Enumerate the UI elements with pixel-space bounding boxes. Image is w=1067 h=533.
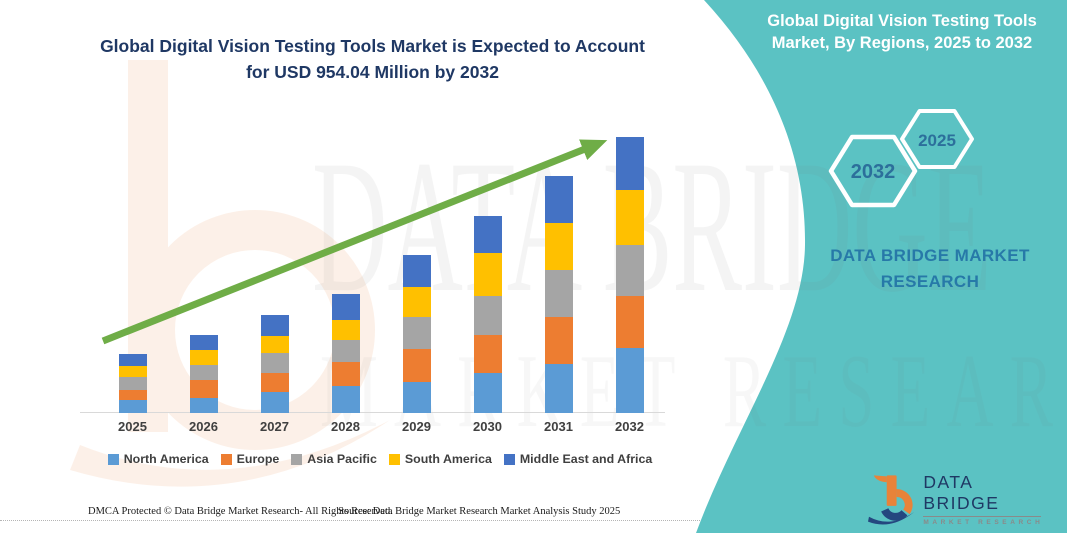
legend-item-europe: Europe — [220, 452, 280, 466]
footer-source: Source: Data Bridge Market Research Mark… — [338, 506, 621, 517]
legend-label-north-america: North America — [123, 452, 209, 466]
page-title: Global Digital Vision Testing Tools Mark… — [65, 33, 680, 86]
peach-logo-watermark — [70, 60, 390, 487]
logo-b-bowl-bottom — [881, 507, 908, 521]
side-panel-title-line2: Market, By Regions, 2025 to 2032 — [771, 34, 1033, 53]
legend-label-middle-east-and-africa: Middle East and Africa — [519, 452, 653, 466]
company-logo-tagline: MARKET RESEARCH — [923, 519, 1044, 526]
side-panel-title: Global Digital Vision Testing Tools Mark… — [752, 10, 1052, 55]
logo-swoosh — [868, 511, 915, 525]
brand-wordmark-line2: RESEARCH — [880, 272, 980, 292]
teal-panel-shape — [696, 0, 1067, 533]
legend-label-europe: Europe — [236, 452, 280, 466]
page-title-line2: for USD 954.04 Million by 2032 — [246, 62, 499, 83]
footer-divider — [0, 520, 700, 521]
legend-swatch-south-america — [388, 453, 400, 465]
company-logo-icon — [868, 475, 915, 525]
side-panel-title-line1: Global Digital Vision Testing Tools — [767, 12, 1037, 30]
footer-copyright: DMCA Protected © Data Bridge Market Rese… — [88, 506, 393, 517]
hexagon-group: 2032 2025 — [828, 109, 974, 208]
legend-swatch-north-america — [107, 453, 119, 465]
logo-b-bowl-top — [896, 489, 913, 515]
legend-label-south-america: South America — [404, 452, 492, 466]
brand-wordmark-line1: DATA BRIDGE MARKET — [830, 246, 1030, 265]
company-logo-text: DATA BRIDGE MARKET RESEARCH — [923, 472, 1053, 526]
hexagon-large-label: 2032 — [851, 161, 896, 183]
legend-label-asia-pacific: Asia Pacific — [307, 452, 377, 466]
hexagon-large — [828, 134, 918, 208]
legend-item-south-america: South America — [388, 452, 492, 466]
legend-swatch-europe — [220, 453, 232, 465]
company-logo-name: DATA BRIDGE — [923, 472, 1000, 513]
legend-item-asia-pacific: Asia Pacific — [291, 452, 377, 466]
legend: North America Europe Asia Pacific South Ame… — [75, 452, 685, 466]
legend-swatch-asia-pacific — [291, 453, 303, 465]
logo-b-stem — [886, 475, 897, 506]
legend-swatch-middle-east-and-africa — [503, 453, 515, 465]
brand-wordmark: DATA BRIDGE MARKET RESEARCH — [770, 243, 1067, 296]
hexagon-small-label: 2025 — [918, 131, 956, 150]
watermark-b-swoosh — [70, 420, 390, 487]
watermark-b-bowl — [135, 210, 375, 450]
page-title-line1: Global Digital Vision Testing Tools Mark… — [100, 36, 645, 56]
legend-item-middle-east-and-africa: Middle East and Africa — [503, 452, 653, 466]
hexagon-small — [900, 109, 974, 169]
logo-b-flag — [873, 475, 887, 483]
company-logo-divider — [923, 516, 1042, 517]
x-axis-line — [80, 412, 665, 413]
company-logo: DATA BRIDGE MARKET RESEARCH — [868, 472, 1053, 526]
legend-item-north-america: North America — [107, 452, 209, 466]
